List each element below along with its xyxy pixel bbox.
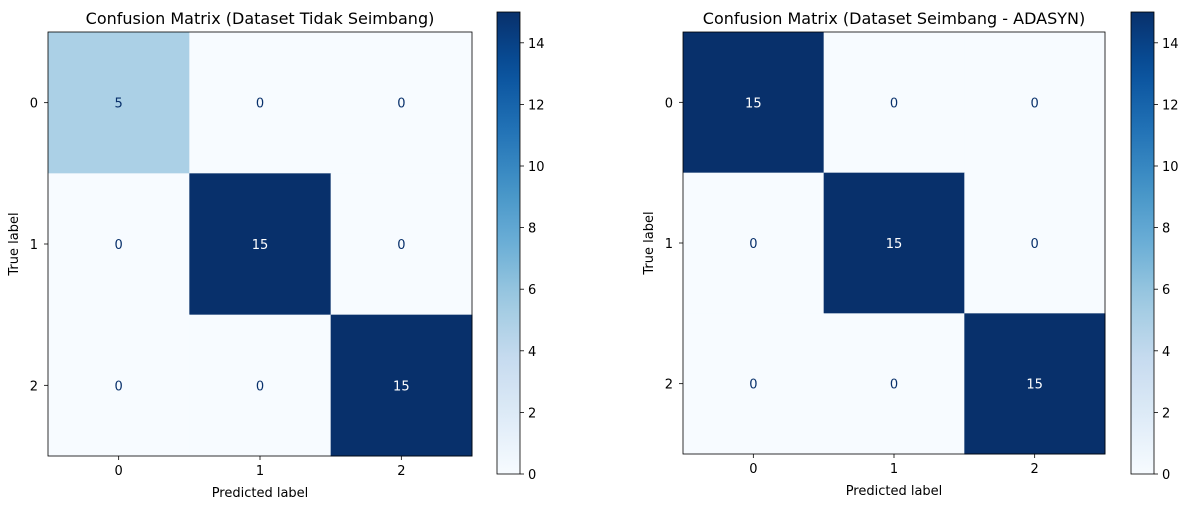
y-tick-label: 0 xyxy=(665,96,673,111)
heatmap-cell xyxy=(964,32,1106,174)
heatmap-cell xyxy=(330,173,473,316)
colorbar-tick-label: 10 xyxy=(528,160,545,175)
cell-value-label: 0 xyxy=(256,379,264,394)
confusion-matrix-0: Confusion Matrix (Dataset Tidak Seimbang… xyxy=(7,9,545,501)
cell-value-label: 0 xyxy=(115,379,123,394)
heatmap-cell xyxy=(823,32,965,174)
heatmap-cell xyxy=(330,314,473,457)
x-tick-label: 1 xyxy=(256,464,264,479)
cell-value-label: 0 xyxy=(1031,96,1039,111)
chart-title: Confusion Matrix (Dataset Seimbang - ADA… xyxy=(703,9,1085,28)
cell-value-label: 0 xyxy=(890,378,898,393)
heatmap-cell xyxy=(330,32,473,174)
y-tick-label: 2 xyxy=(665,378,673,393)
confusion-matrix-1: Confusion Matrix (Dataset Seimbang - ADA… xyxy=(642,9,1179,499)
colorbar-tick-label: 4 xyxy=(1162,345,1170,360)
heatmap-cell xyxy=(964,313,1106,455)
cell-value-label: 0 xyxy=(1031,237,1039,252)
colorbar xyxy=(496,11,521,475)
y-axis-label: True label xyxy=(642,211,657,275)
heatmap-cell xyxy=(683,313,825,455)
heatmap-cell xyxy=(189,314,332,457)
cell-value-label: 15 xyxy=(252,238,269,253)
chart-title: Confusion Matrix (Dataset Tidak Seimbang… xyxy=(86,9,435,28)
heatmap-cell xyxy=(823,172,965,314)
cell-value-label: 0 xyxy=(397,238,405,253)
cell-value-label: 0 xyxy=(749,237,757,252)
x-tick-label: 2 xyxy=(1031,462,1039,477)
cell-value-label: 0 xyxy=(749,378,757,393)
heatmap-cell xyxy=(823,313,965,455)
colorbar-tick-label: 0 xyxy=(1162,468,1170,483)
colorbar-tick-label: 6 xyxy=(528,283,536,298)
colorbar-tick-label: 8 xyxy=(528,222,536,237)
y-tick-label: 2 xyxy=(30,379,38,394)
y-tick-label: 1 xyxy=(30,238,38,253)
heatmap-cell xyxy=(683,172,825,314)
x-tick-label: 0 xyxy=(115,464,123,479)
x-tick-label: 0 xyxy=(749,462,757,477)
cell-value-label: 0 xyxy=(890,96,898,111)
heatmap-cell xyxy=(48,173,190,316)
cell-value-label: 0 xyxy=(256,97,264,112)
colorbar-tick-label: 14 xyxy=(1162,37,1179,52)
x-tick-label: 1 xyxy=(890,462,898,477)
colorbar-tick-label: 2 xyxy=(528,406,536,421)
colorbar-tick-label: 12 xyxy=(1162,98,1179,113)
cell-value-label: 15 xyxy=(393,379,410,394)
heatmap-cell xyxy=(48,32,190,174)
colorbar xyxy=(1130,11,1155,475)
cell-value-label: 0 xyxy=(115,238,123,253)
heatmap-cell xyxy=(964,172,1106,314)
y-tick-label: 1 xyxy=(665,237,673,252)
colorbar-tick-label: 0 xyxy=(528,468,536,483)
colorbar-tick-label: 2 xyxy=(1162,406,1170,421)
heatmap-cell xyxy=(189,173,332,316)
cell-value-label: 15 xyxy=(886,237,903,252)
colorbar-tick-label: 12 xyxy=(528,98,545,113)
y-tick-label: 0 xyxy=(30,97,38,112)
x-axis-label: Predicted label xyxy=(212,486,309,501)
x-tick-label: 2 xyxy=(397,464,405,479)
colorbar-tick-label: 4 xyxy=(528,345,536,360)
heatmap-cell xyxy=(48,314,190,457)
cell-value-label: 15 xyxy=(745,96,762,111)
y-axis-label: True label xyxy=(7,212,22,276)
x-axis-label: Predicted label xyxy=(846,484,943,499)
colorbar-tick-label: 6 xyxy=(1162,283,1170,298)
cell-value-label: 0 xyxy=(397,97,405,112)
colorbar-tick-label: 10 xyxy=(1162,160,1179,175)
heatmap-cell xyxy=(683,32,825,174)
cell-value-label: 5 xyxy=(115,97,123,112)
colorbar-tick-label: 8 xyxy=(1162,222,1170,237)
cell-value-label: 15 xyxy=(1026,378,1043,393)
heatmap-cell xyxy=(189,32,332,174)
colorbar-tick-label: 14 xyxy=(528,37,545,52)
